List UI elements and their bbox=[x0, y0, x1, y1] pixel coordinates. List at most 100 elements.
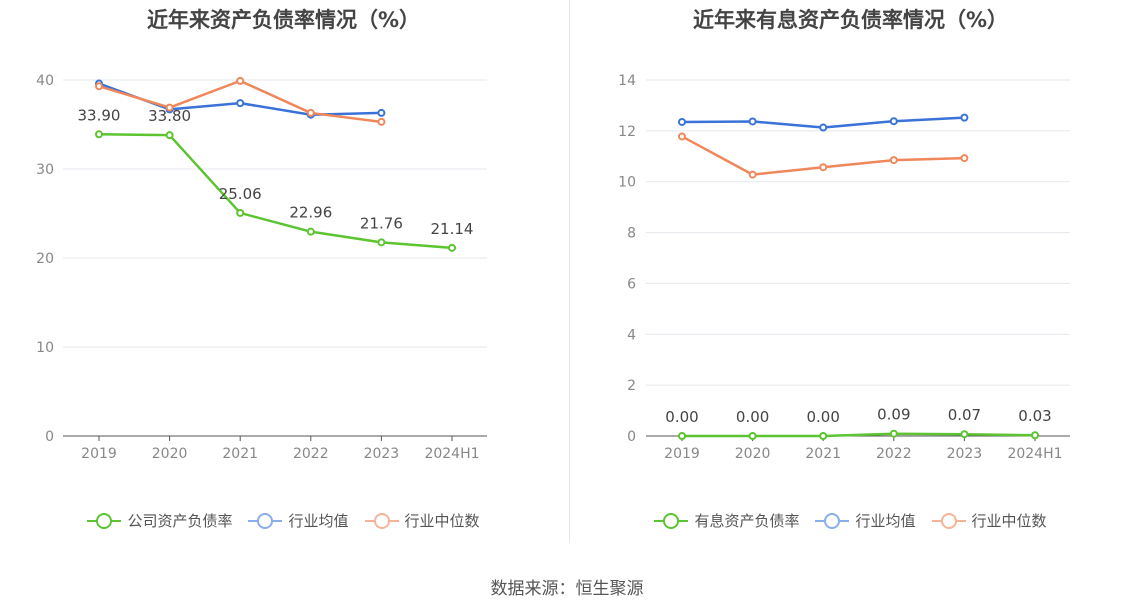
data-point bbox=[960, 154, 969, 163]
data-point bbox=[236, 99, 245, 108]
y-tick-label: 20 bbox=[36, 251, 54, 267]
data-point bbox=[819, 163, 828, 172]
x-tick-label: 2020 bbox=[152, 446, 188, 462]
legend-marker-icon bbox=[364, 512, 399, 530]
x-tick-label: 2024H1 bbox=[424, 446, 479, 462]
data-point bbox=[889, 117, 898, 126]
data-point bbox=[889, 429, 898, 438]
y-tick-label: 8 bbox=[627, 226, 636, 242]
data-point bbox=[377, 108, 386, 117]
data-point bbox=[95, 130, 103, 139]
data-label: 0.03 bbox=[1018, 407, 1051, 425]
data-point bbox=[819, 123, 828, 132]
legend-label: 行业均值 bbox=[288, 512, 349, 530]
data-point bbox=[377, 117, 386, 126]
data-point bbox=[1031, 431, 1039, 440]
data-label: 0.07 bbox=[948, 406, 981, 424]
panel-divider bbox=[569, 0, 570, 542]
legend-dot bbox=[96, 512, 113, 529]
data-point bbox=[95, 82, 103, 91]
data-label: 0.00 bbox=[806, 408, 839, 426]
legend-item[interactable]: 行业均值 bbox=[815, 510, 916, 531]
data-point bbox=[236, 208, 245, 217]
x-tick-label: 2022 bbox=[876, 446, 912, 462]
plot-area: 0 10 20 30 40 2019 2020 2021 2022 2023 2024H1 33.90… bbox=[36, 73, 487, 462]
legend: 有息资产负债率 行业均值 行业中位数 bbox=[567, 510, 1134, 531]
data-point bbox=[678, 432, 686, 440]
data-point bbox=[960, 113, 969, 122]
data-point bbox=[236, 76, 245, 85]
x-tick-label: 2020 bbox=[735, 446, 771, 462]
data-point bbox=[748, 432, 757, 440]
x-tick-label: 2023 bbox=[364, 446, 400, 462]
data-label: 0.00 bbox=[736, 408, 769, 426]
y-tick-label: 6 bbox=[627, 276, 636, 292]
legend-item[interactable]: 行业中位数 bbox=[364, 510, 480, 531]
legend-item[interactable]: 行业均值 bbox=[248, 510, 349, 531]
y-tick-label: 40 bbox=[36, 73, 54, 89]
plot-area: 0 2 4 6 8 10 12 14 2019 2020 2021 2022 2023 2024H1 0.0… bbox=[618, 73, 1070, 462]
data-label: 0.09 bbox=[877, 406, 910, 424]
y-tick-label: 0 bbox=[45, 429, 54, 445]
legend-label: 行业中位数 bbox=[971, 512, 1047, 530]
legend-item[interactable]: 有息资产负债率 bbox=[654, 510, 799, 531]
legend-marker-icon bbox=[815, 512, 850, 530]
x-tick-label: 2019 bbox=[664, 446, 700, 462]
legend-item[interactable]: 行业中位数 bbox=[931, 510, 1047, 531]
legend-marker-icon bbox=[654, 512, 689, 530]
y-tick-label: 10 bbox=[36, 340, 54, 356]
data-point bbox=[960, 430, 969, 439]
data-point bbox=[165, 131, 174, 140]
data-label: 22.96 bbox=[289, 204, 332, 222]
legend-label: 行业均值 bbox=[855, 512, 916, 530]
x-tick-label: 2022 bbox=[293, 446, 329, 462]
y-tick-label: 30 bbox=[36, 162, 54, 178]
chart-right: 近年来有息资产负债率情况（%） 0 2 4 6 8 10 12 14 2019 2020 2021 2… bbox=[567, 0, 1134, 560]
data-point bbox=[306, 227, 315, 236]
x-tick-label: 2024H1 bbox=[1007, 446, 1062, 462]
data-point bbox=[678, 132, 686, 141]
legend-dot bbox=[940, 512, 957, 529]
data-point bbox=[306, 108, 315, 117]
data-label: 21.14 bbox=[431, 220, 474, 238]
data-point bbox=[448, 243, 456, 252]
data-point bbox=[889, 156, 898, 165]
data-point bbox=[819, 432, 828, 440]
x-tick-label: 2023 bbox=[947, 446, 983, 462]
y-tick-label: 10 bbox=[618, 175, 636, 191]
data-point bbox=[377, 238, 386, 247]
legend-marker-icon bbox=[248, 512, 283, 530]
x-tick-label: 2021 bbox=[222, 446, 258, 462]
data-label: 0.00 bbox=[665, 408, 698, 426]
legend-marker-icon bbox=[87, 512, 122, 530]
y-tick-label: 4 bbox=[627, 327, 636, 343]
x-tick-label: 2021 bbox=[805, 446, 841, 462]
legend-item[interactable]: 公司资产负债率 bbox=[87, 510, 232, 531]
x-tick-label: 2019 bbox=[81, 446, 117, 462]
legend-label: 有息资产负债率 bbox=[694, 512, 800, 530]
data-point bbox=[748, 170, 757, 179]
data-label: 33.90 bbox=[78, 106, 121, 124]
y-tick-label: 2 bbox=[627, 378, 636, 394]
data-label: 21.76 bbox=[360, 214, 403, 232]
series-line bbox=[98, 133, 453, 250]
y-tick-label: 0 bbox=[627, 429, 636, 445]
chart-title: 近年来资产负债率情况（%） bbox=[146, 8, 421, 32]
legend-dot bbox=[257, 512, 274, 529]
legend-marker-icon bbox=[931, 512, 966, 530]
data-label: 33.80 bbox=[148, 107, 191, 125]
legend-label: 公司资产负债率 bbox=[127, 512, 233, 530]
legend-dot bbox=[824, 512, 841, 529]
legend-dot bbox=[663, 512, 680, 529]
data-point bbox=[748, 117, 757, 126]
legend: 公司资产负债率 行业均值 行业中位数 bbox=[0, 510, 567, 531]
data-point bbox=[678, 117, 686, 126]
y-tick-label: 14 bbox=[618, 73, 636, 89]
data-point bbox=[165, 103, 174, 112]
data-source: 数据来源：恒生聚源 bbox=[490, 579, 644, 599]
series-line bbox=[682, 432, 1036, 438]
legend-dot bbox=[373, 512, 390, 529]
chart-title: 近年来有息资产负债率情况（%） bbox=[692, 8, 1009, 32]
y-tick-label: 12 bbox=[618, 124, 636, 140]
data-label: 25.06 bbox=[219, 185, 262, 203]
